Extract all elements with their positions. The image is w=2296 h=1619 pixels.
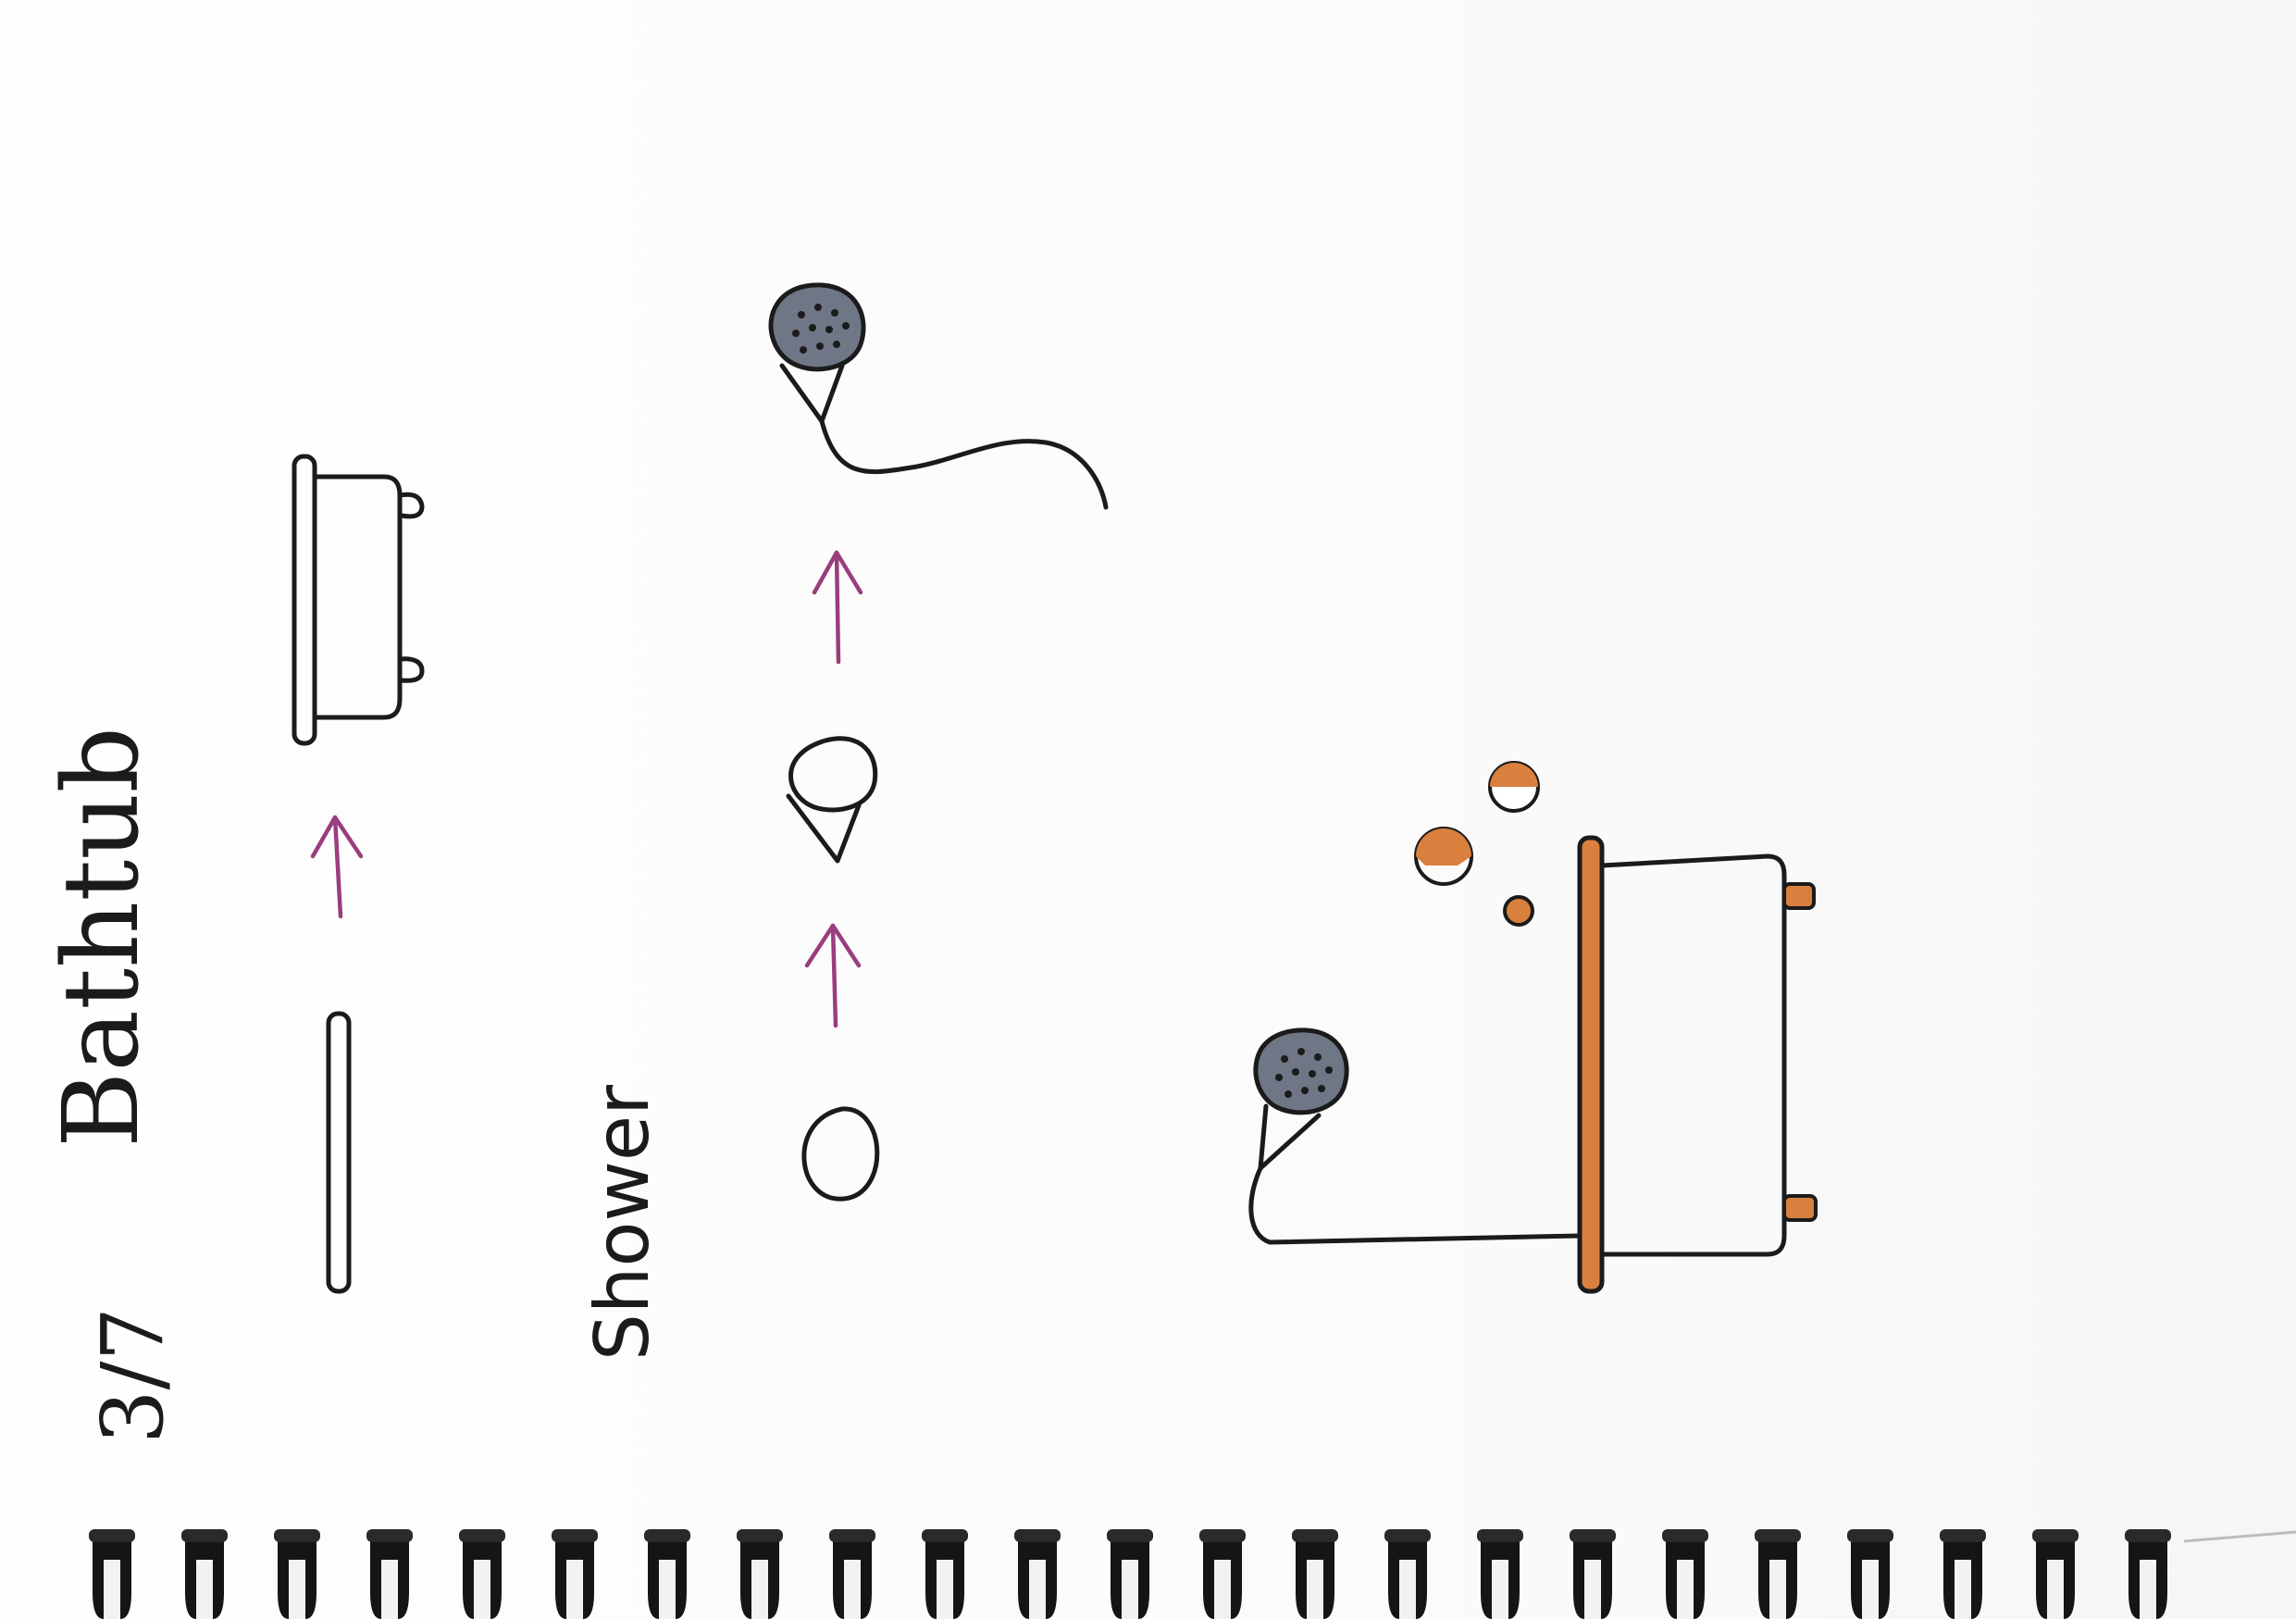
shower-step-arrow-1 [807, 926, 859, 1026]
binding-ring-gap [289, 1560, 305, 1619]
binding-ring-top [1292, 1529, 1338, 1542]
binding-ring-top [1477, 1529, 1523, 1542]
shower-step-cone [788, 739, 875, 861]
binding-ring-gap [1029, 1560, 1046, 1619]
page-number-label: 3/7 [83, 1307, 182, 1444]
binding-ring-gap [196, 1560, 213, 1619]
binding-ring-gap [1492, 1560, 1508, 1619]
binding-ring-top [2032, 1529, 2079, 1542]
binding-ring-gap [566, 1560, 583, 1619]
bathtub-step-arrow [313, 817, 361, 916]
binding-ring-gap [2140, 1560, 2156, 1619]
binding-ring-top [1107, 1529, 1153, 1542]
binding-ring-gap [1955, 1560, 1971, 1619]
spiral-binding [89, 1529, 2171, 1619]
binding-ring-top [1384, 1529, 1431, 1542]
page-edge [2184, 1532, 2296, 1541]
binding-ring-top [366, 1529, 413, 1542]
binding-ring-top [1755, 1529, 1801, 1542]
binding-ring-top [274, 1529, 320, 1542]
final-bathtub [1580, 838, 1816, 1291]
shower-step-arrow-2 [814, 553, 861, 662]
binding-ring-gap [1862, 1560, 1879, 1619]
binding-ring-gap [1399, 1560, 1416, 1619]
binding-ring-gap [381, 1560, 398, 1619]
binding-ring-top [1662, 1529, 1708, 1542]
bathtub-step-tub [294, 456, 422, 743]
binding-ring-gap [1307, 1560, 1323, 1619]
binding-ring-top [829, 1529, 875, 1542]
binding-ring-gap [844, 1560, 861, 1619]
shower-title: Shower [579, 1085, 665, 1361]
shower-step-circle [804, 1109, 877, 1199]
binding-ring-top [552, 1529, 598, 1542]
binding-ring-top [1940, 1529, 1986, 1542]
binding-ring-top [459, 1529, 505, 1542]
binding-ring-top [1014, 1529, 1061, 1542]
binding-ring-gap [937, 1560, 953, 1619]
binding-ring-gap [1584, 1560, 1601, 1619]
binding-ring-gap [659, 1560, 676, 1619]
binding-ring-gap [1677, 1560, 1694, 1619]
binding-ring-top [89, 1529, 135, 1542]
final-shower-head [1251, 1030, 1580, 1242]
binding-ring-top [922, 1529, 968, 1542]
binding-ring-gap [1769, 1560, 1786, 1619]
binding-ring-top [181, 1529, 228, 1542]
soap-bubbles [1416, 763, 1538, 925]
binding-ring-top [644, 1529, 690, 1542]
binding-ring-top [1570, 1529, 1616, 1542]
binding-ring-top [2125, 1529, 2171, 1542]
binding-ring-gap [1214, 1560, 1231, 1619]
binding-ring-gap [104, 1560, 120, 1619]
binding-ring-gap [474, 1560, 490, 1619]
binding-ring-gap [2047, 1560, 2064, 1619]
binding-ring-top [737, 1529, 783, 1542]
binding-ring-top [1199, 1529, 1246, 1542]
bathtub-title: Bathtub [42, 727, 162, 1148]
binding-ring-top [1847, 1529, 1893, 1542]
shower-step-head [771, 285, 1106, 507]
binding-ring-gap [1122, 1560, 1138, 1619]
binding-ring-gap [751, 1560, 768, 1619]
bathtub-step-plank [329, 1014, 349, 1291]
